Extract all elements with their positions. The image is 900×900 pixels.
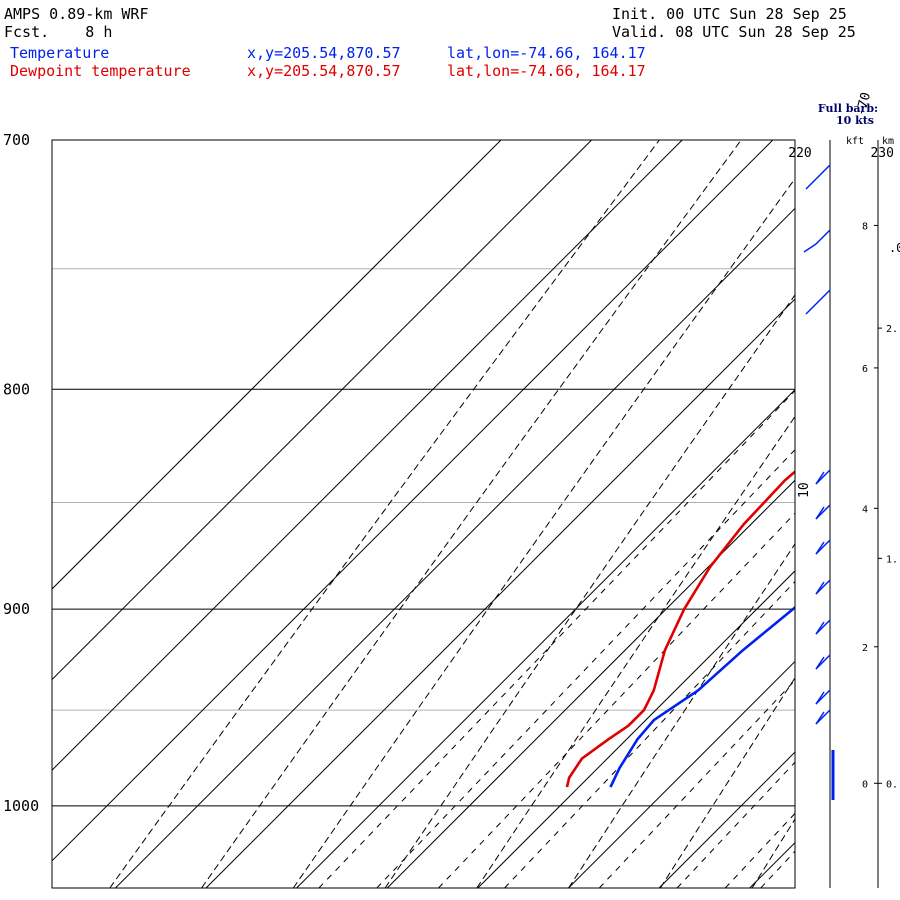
isotherm-line xyxy=(52,140,683,771)
isotherm-line xyxy=(52,140,774,862)
wind-barb-feather xyxy=(815,471,825,485)
valid-time: Valid. 08 UTC Sun 28 Sep 25 xyxy=(612,23,856,41)
km-label: km xyxy=(882,136,894,147)
isotherm-line xyxy=(568,660,795,888)
dry-adiabat xyxy=(568,543,795,888)
wind-barb-feather xyxy=(803,243,817,253)
wind-barb-feather xyxy=(815,541,825,555)
dry-adiabat xyxy=(201,140,742,888)
dry-adiabat xyxy=(384,294,795,888)
dewpoint-legend: Dewpoint temperature xyxy=(10,62,191,80)
barb-legend-units: 10 kts xyxy=(836,114,874,127)
isotherm-line xyxy=(658,751,795,888)
wind-barb-feather xyxy=(815,506,825,520)
mixing-ratio-label: .05 xyxy=(889,241,900,255)
isotherm-line xyxy=(749,841,795,888)
isotherm-line xyxy=(296,388,795,888)
mixing-ratio-line xyxy=(504,580,795,888)
forecast-hour: Fcst. 8 h xyxy=(4,23,113,41)
wind-barb-feather xyxy=(815,621,825,635)
isotherm-line xyxy=(477,570,795,888)
km-tick-label: 2. xyxy=(886,324,898,335)
kft-tick-label: 8 xyxy=(862,221,868,232)
barb-legend: Full barb: xyxy=(818,102,878,115)
mixing-ratio-line xyxy=(598,679,795,888)
km-tick-label: 1. xyxy=(886,554,898,565)
kft-tick-label: 6 xyxy=(862,364,868,375)
dewpoint-latlon: lat,lon=-74.66, 164.17 xyxy=(447,62,646,80)
mixing-ratio-line xyxy=(438,512,795,888)
pressure-label: 700 xyxy=(3,131,30,149)
kft-tick-label: 0 xyxy=(862,779,868,790)
wind-barb-feather xyxy=(815,581,825,595)
theta-label: 230 xyxy=(870,146,893,161)
dry-adiabat xyxy=(659,676,795,888)
plot-area xyxy=(52,140,900,888)
dry-adiabat xyxy=(292,177,795,888)
km-tick-label: 0. xyxy=(886,779,898,790)
pressure-label: 800 xyxy=(3,380,30,398)
dry-adiabat xyxy=(109,140,660,888)
temperature-legend: Temperature xyxy=(10,44,110,62)
wind-speed-label: 10 xyxy=(797,482,812,498)
wind-barb-shaft xyxy=(815,229,831,245)
wind-barb-shaft xyxy=(815,164,831,180)
mixing-ratio-line xyxy=(376,449,795,888)
plot-frame xyxy=(51,139,796,889)
theta-label: 220 xyxy=(788,146,811,161)
pressure-label: 900 xyxy=(3,600,30,618)
kft-tick-label: 2 xyxy=(862,643,868,654)
pressure-label: 1000 xyxy=(3,797,39,815)
wind-barb-feather xyxy=(815,691,825,705)
wind-barb-feather xyxy=(815,656,825,670)
temperature-profile xyxy=(609,605,795,788)
mixing-ratio-line xyxy=(676,761,795,888)
model-title: AMPS 0.89-km WRF xyxy=(4,5,149,23)
mixing-ratio-line xyxy=(724,812,795,888)
isotherm-line xyxy=(52,140,502,590)
dewpoint-xy: x,y=205.54,870.57 xyxy=(247,62,401,80)
dry-adiabat xyxy=(476,415,795,888)
temperature-latlon: lat,lon=-74.66, 164.17 xyxy=(447,44,646,62)
init-time: Init. 00 UTC Sun 28 Sep 25 xyxy=(612,5,847,23)
isotherm-line xyxy=(386,479,795,888)
kft-tick-label: 4 xyxy=(862,504,868,515)
wind-barb-feather xyxy=(805,303,817,315)
kft-label: kft xyxy=(846,136,864,147)
wind-barb-feather xyxy=(815,711,825,725)
wind-barb-feather xyxy=(805,178,817,190)
isotherm-label: -70 xyxy=(854,91,875,118)
temperature-xy: x,y=205.54,870.57 xyxy=(247,44,401,62)
mixing-ratio-line xyxy=(318,389,795,888)
dewpoint-profile xyxy=(565,469,795,788)
mixing-ratio-line xyxy=(813,256,900,888)
isotherm-line xyxy=(52,140,592,681)
isotherm-line xyxy=(205,298,795,888)
isotherm-line xyxy=(115,207,795,888)
wind-barb-shaft xyxy=(815,289,831,305)
